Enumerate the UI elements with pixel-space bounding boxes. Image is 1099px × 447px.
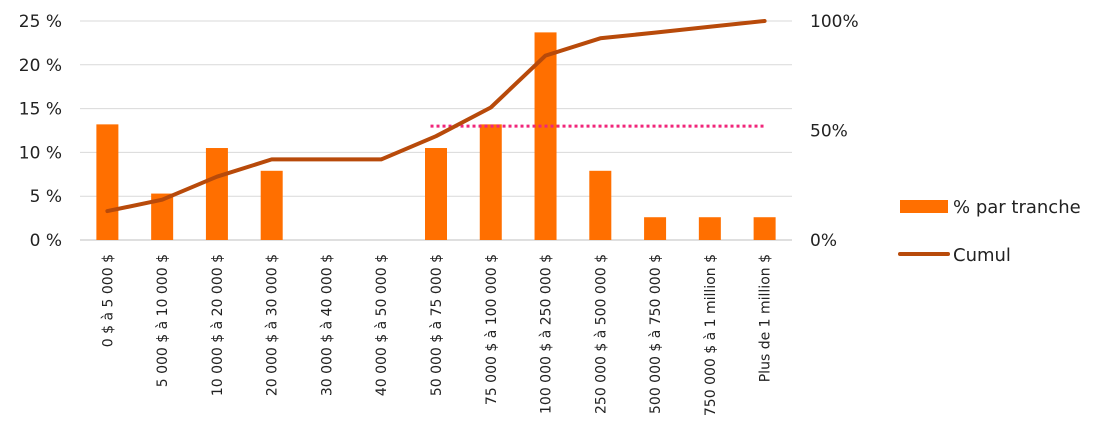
cumul-line-series — [105, 19, 767, 214]
legend-swatch-bars — [900, 200, 948, 213]
y-left-tick-label: 5 % — [30, 187, 62, 207]
y-left-tick-label: 15 % — [19, 100, 62, 120]
bar — [96, 124, 119, 240]
x-tick-label: Plus de 1 million $ — [758, 254, 774, 382]
bar — [589, 170, 612, 240]
bar — [479, 124, 502, 240]
bar — [425, 148, 447, 240]
y-left-tick-label: 20 % — [19, 56, 62, 76]
bar — [260, 170, 283, 240]
x-tick-label: 20 000 $ à 30 000 $ — [265, 254, 281, 396]
y-axis-left: 0 % 5 % 10 % 15 % 20 % 25 % — [19, 12, 62, 251]
legend: % par tranche Cumul — [898, 197, 1081, 266]
bar — [151, 193, 174, 240]
y-right-tick-label: 100% — [810, 12, 859, 32]
x-tick-label: 5 000 $ à 10 000 $ — [155, 254, 171, 387]
x-tick-label: 50 000 $ à 75 000 $ — [429, 254, 445, 396]
bar — [534, 32, 557, 240]
y-right-tick-label: 50% — [810, 122, 848, 142]
bar — [753, 217, 776, 240]
x-tick-label: 75 000 $ à 100 000 $ — [484, 254, 500, 405]
y-right-tick-label: 0% — [810, 231, 837, 251]
legend-label-line: Cumul — [953, 245, 1011, 266]
bar-series — [96, 32, 776, 240]
x-tick-label: 750 000 $ à 1 million $ — [703, 254, 719, 416]
bar — [205, 148, 228, 240]
x-tick-label: 40 000 $ à 50 000 $ — [374, 254, 390, 396]
x-tick-label: 250 000 $ à 500 000 $ — [593, 254, 609, 414]
y-left-tick-label: 0 % — [30, 231, 62, 251]
y-axis-right: 0% 50% 100% — [810, 12, 859, 251]
x-axis: 0 $ à 5 000 $ 5 000 $ à 10 000 $ 10 000 $ … — [100, 254, 773, 416]
bar — [644, 217, 667, 240]
y-left-tick-label: 25 % — [19, 12, 62, 32]
cumul-line — [105, 19, 767, 214]
bar — [698, 217, 721, 240]
x-tick-label: 30 000 $ à 40 000 $ — [319, 254, 335, 396]
x-tick-label: 10 000 $ à 20 000 $ — [210, 254, 226, 396]
x-tick-label: 500 000 $ à 750 000 $ — [648, 254, 664, 414]
x-tick-label: 100 000 $ à 250 000 $ — [539, 254, 555, 414]
x-tick-label: 0 $ à 5 000 $ — [100, 254, 116, 347]
y-left-tick-label: 10 % — [19, 143, 62, 163]
legend-label-bars: % par tranche — [953, 197, 1081, 218]
